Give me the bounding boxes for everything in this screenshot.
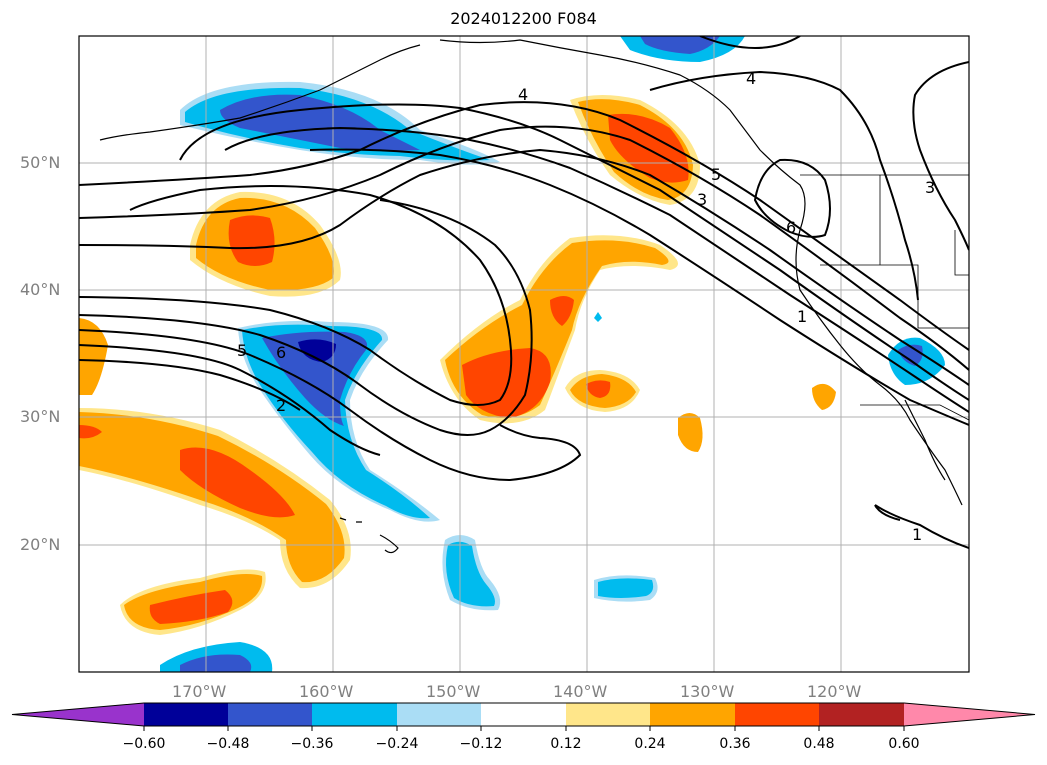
- negative-anomaly-north-pacific: [180, 81, 500, 165]
- positive-anomaly-west: [190, 191, 341, 297]
- negative-anomaly-gulf-alaska: [620, 36, 745, 62]
- colorbar-tick-label: 0.48: [803, 736, 835, 752]
- colorbar-bin: [650, 703, 735, 726]
- colorbar-tick-label: 0.24: [634, 736, 666, 752]
- colorbar-bin: [481, 703, 566, 726]
- map-frame: [78, 35, 970, 673]
- colorbar-tick-label: 0.36: [719, 736, 751, 752]
- contour-label: 6: [276, 343, 286, 362]
- map-area: [79, 36, 969, 672]
- colorbar-bin: [228, 703, 312, 726]
- lon-label: 140°W: [553, 682, 608, 701]
- lon-label: 150°W: [426, 682, 481, 701]
- contour-label: 5: [237, 341, 247, 360]
- colorbar: [11, 702, 1036, 731]
- contour-label: 4: [746, 69, 756, 88]
- positive-anomaly-gulf-alaska: [570, 95, 700, 205]
- positive-anomaly-west-edge: [79, 318, 108, 395]
- positive-anomaly-small: [565, 370, 836, 452]
- lat-label: 30°N: [20, 407, 61, 426]
- colorbar-bin: [819, 703, 904, 726]
- negative-anomaly-south: [160, 535, 658, 672]
- map-title: 2024012200 F084: [450, 9, 597, 28]
- lon-label: 130°W: [680, 682, 735, 701]
- contour-label: 3: [925, 178, 935, 197]
- colorbar-tick-label: −0.60: [122, 736, 166, 752]
- positive-anomaly-southwest: [79, 408, 351, 589]
- colorbar-extend-high: [904, 703, 1035, 726]
- colorbar-bin: [312, 703, 397, 726]
- contour-label: 6: [786, 218, 796, 237]
- colorbar-bin: [735, 703, 819, 726]
- contour-label: 1: [912, 525, 922, 544]
- colorbar-extend-low: [12, 703, 144, 726]
- colorbar-tick-label: 0.60: [888, 736, 920, 752]
- contour-lines: [79, 36, 969, 549]
- lon-label: 170°W: [172, 682, 227, 701]
- contour-label: 3: [697, 190, 707, 209]
- coastlines: [99, 39, 963, 554]
- lat-label: 40°N: [20, 280, 61, 299]
- contour-label: 1: [797, 307, 807, 326]
- colorbar-bin: [397, 703, 481, 726]
- colorbar-tick-label: −0.36: [290, 736, 334, 752]
- positive-anomaly-central: [440, 235, 678, 424]
- colorbar-bin: [566, 703, 650, 726]
- contour-label: 2: [276, 396, 286, 415]
- positive-anomaly-south: [120, 569, 266, 635]
- lat-label: 20°N: [20, 535, 61, 554]
- contour-label-group: 4 4 5 3 6 3 1 5 6 2 1: [237, 69, 935, 544]
- contour-label: 5: [711, 165, 721, 184]
- colorbar-tick-label: −0.12: [459, 736, 503, 752]
- colorbar-bin: [144, 703, 228, 726]
- lat-label: 50°N: [20, 153, 61, 172]
- colorbar-tick-label: 0.12: [550, 736, 582, 752]
- graticule: [79, 36, 969, 672]
- colorbar-tick-label: −0.48: [206, 736, 250, 752]
- lon-label: 120°W: [807, 682, 862, 701]
- colorbar-tick-label: −0.24: [375, 736, 419, 752]
- contour-label: 4: [518, 85, 528, 104]
- lon-label: 160°W: [299, 682, 354, 701]
